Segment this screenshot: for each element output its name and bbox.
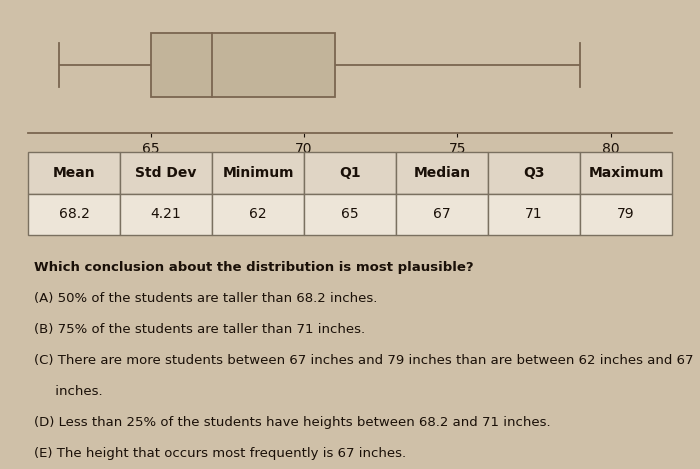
Text: Which conclusion about the distribution is most plausible?: Which conclusion about the distribution … xyxy=(34,261,474,274)
Bar xyxy=(150,33,335,97)
Text: (D) Less than 25% of the students have heights between 68.2 and 71 inches.: (D) Less than 25% of the students have h… xyxy=(34,416,551,429)
Text: inches.: inches. xyxy=(34,385,103,398)
Text: (E) The height that occurs most frequently is 67 inches.: (E) The height that occurs most frequent… xyxy=(34,447,407,460)
Text: (C) There are more students between 67 inches and 79 inches than are between 62 : (C) There are more students between 67 i… xyxy=(34,354,694,367)
Text: (B) 75% of the students are taller than 71 inches.: (B) 75% of the students are taller than … xyxy=(34,323,365,336)
Text: (A) 50% of the students are taller than 68.2 inches.: (A) 50% of the students are taller than … xyxy=(34,292,378,305)
X-axis label: Height (in inches): Height (in inches) xyxy=(274,157,426,172)
